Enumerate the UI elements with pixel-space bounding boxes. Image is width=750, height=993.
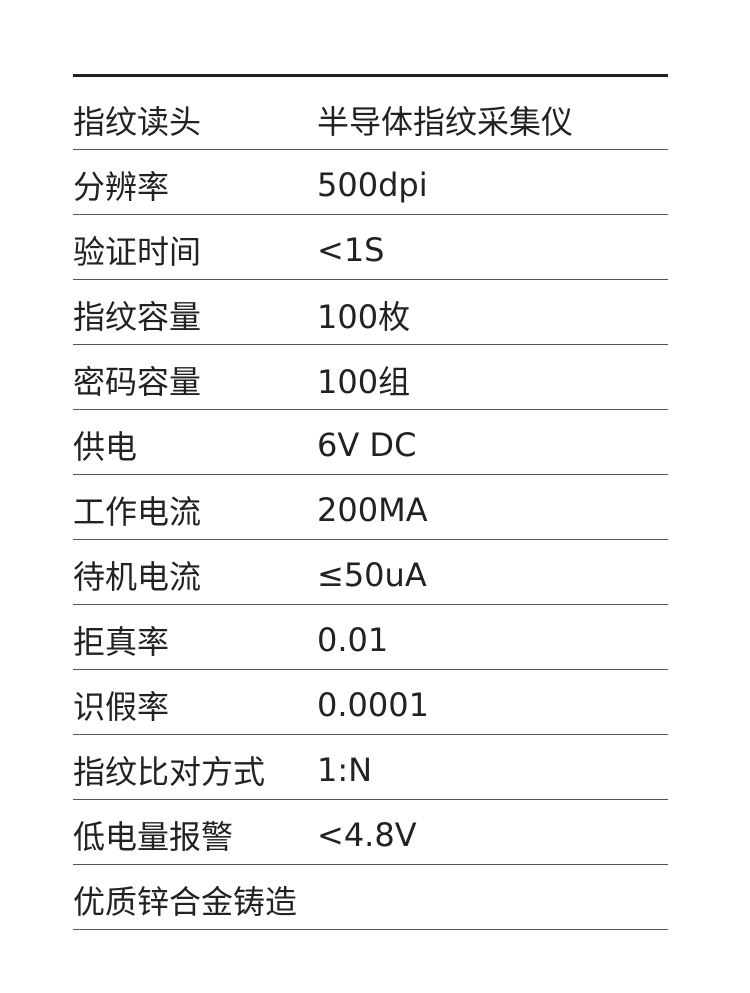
table-row: 指纹读头 半导体指纹采集仪 — [73, 77, 668, 150]
spec-label: 分辨率 — [73, 168, 170, 206]
spec-value: ≤50uA — [317, 556, 427, 594]
spec-label: 低电量报警 — [73, 818, 234, 856]
table-row: 拒真率 0.01 — [73, 605, 668, 670]
spec-label: 供电 — [73, 428, 138, 466]
table-row: 指纹容量 100枚 — [73, 280, 668, 345]
spec-value: 半导体指纹采集仪 — [317, 103, 574, 141]
table-row: 分辨率 500dpi — [73, 150, 668, 215]
table-row: 密码容量 100组 — [73, 345, 668, 410]
spec-label: 密码容量 — [73, 363, 202, 401]
spec-label: 指纹容量 — [73, 298, 202, 336]
spec-value: 200MA — [317, 491, 428, 529]
spec-value: 1:N — [317, 751, 373, 789]
table-row: 工作电流 200MA — [73, 475, 668, 540]
spec-label: 验证时间 — [73, 233, 202, 271]
spec-label: 工作电流 — [73, 493, 202, 531]
table-row: 优质锌合金铸造 — [73, 865, 668, 930]
spec-label: 识假率 — [73, 688, 170, 726]
spec-value: <1S — [317, 231, 385, 269]
spec-table: 指纹读头 半导体指纹采集仪分辨率 500dpi 验证时间 <1S 指纹容量 100枚密码容量… — [73, 74, 668, 930]
spec-label: 指纹比对方式 — [73, 753, 266, 791]
table-row: 识假率 0.0001 — [73, 670, 668, 735]
spec-value: 0.0001 — [317, 686, 429, 724]
spec-value: 0.01 — [317, 621, 389, 659]
spec-label: 拒真率 — [73, 623, 170, 661]
spec-value: 100组 — [317, 363, 411, 401]
table-row: 待机电流 ≤50uA — [73, 540, 668, 605]
spec-value: 6V DC — [317, 426, 417, 464]
table-row: 验证时间 <1S — [73, 215, 668, 280]
table-row: 指纹比对方式 1:N — [73, 735, 668, 800]
spec-label: 优质锌合金铸造 — [73, 883, 298, 921]
spec-label: 指纹读头 — [73, 103, 202, 141]
table-row: 低电量报警 <4.8V — [73, 800, 668, 865]
table-row: 供电 6V DC — [73, 410, 668, 475]
spec-value: 500dpi — [317, 166, 428, 204]
spec-label: 待机电流 — [73, 558, 202, 596]
spec-value: 100枚 — [317, 298, 411, 336]
spec-value: <4.8V — [317, 816, 417, 854]
